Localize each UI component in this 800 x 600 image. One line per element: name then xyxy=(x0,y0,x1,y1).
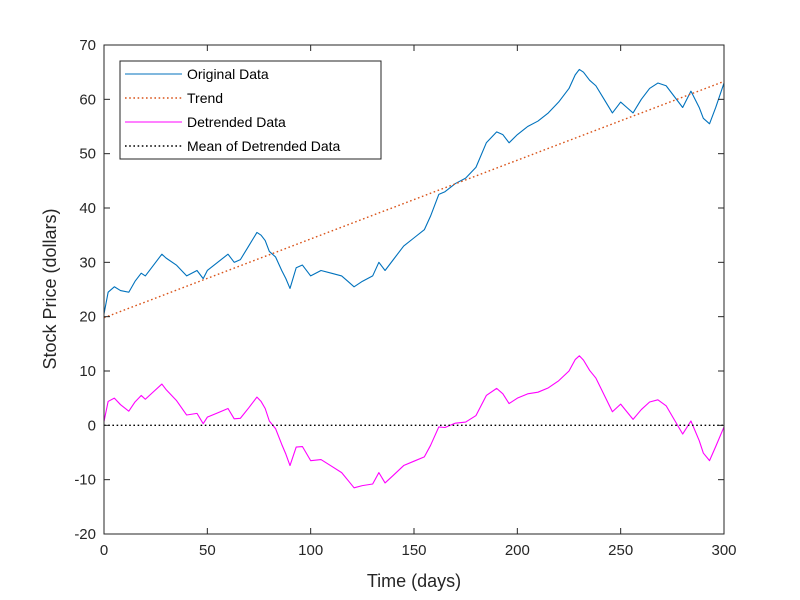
y-tick-label: 30 xyxy=(79,254,96,271)
legend-box xyxy=(119,60,382,160)
series-layer xyxy=(103,68,725,489)
legend-label-mean-of-detrended-data: Mean of Detrended Data xyxy=(187,138,341,154)
x-tick-label: 200 xyxy=(505,542,530,559)
legend: Original Data Trend Detrended Data Mean of … xyxy=(119,60,382,160)
y-tick-label: 50 xyxy=(79,146,96,163)
y-tick-label: -10 xyxy=(74,472,96,489)
ticks-layer: 0 50 100 150 200 250 300 -20 -10 0 10 20 30 40 50 60 70 xyxy=(74,37,736,559)
series-line-original-data xyxy=(103,68,725,315)
y-tick-label: 20 xyxy=(79,309,96,326)
x-tick-label: 50 xyxy=(199,542,216,559)
series-line-trend xyxy=(103,80,725,319)
y-tick-label: 0 xyxy=(88,417,96,434)
x-tick-label: 300 xyxy=(711,542,736,559)
y-tick-label: -20 xyxy=(74,526,96,543)
legend-label-original-data: Original Data xyxy=(187,66,269,82)
y-tick-label: 60 xyxy=(79,91,96,108)
y-tick-label: 10 xyxy=(79,363,96,380)
series-line-detrended-data xyxy=(103,355,725,489)
x-tick-label: 0 xyxy=(100,542,108,559)
x-tick-label: 150 xyxy=(401,542,426,559)
legend-label-trend: Trend xyxy=(187,90,223,106)
y-tick-label: 40 xyxy=(79,200,96,217)
x-tick-label: 100 xyxy=(298,542,323,559)
legend-label-detrended-data: Detrended Data xyxy=(187,114,286,130)
x-tick-label: 250 xyxy=(608,542,633,559)
x-axis-label: Time (days) xyxy=(367,571,461,591)
y-tick-label: 70 xyxy=(79,37,96,54)
y-axis-label: Stock Price (dollars) xyxy=(40,208,60,369)
